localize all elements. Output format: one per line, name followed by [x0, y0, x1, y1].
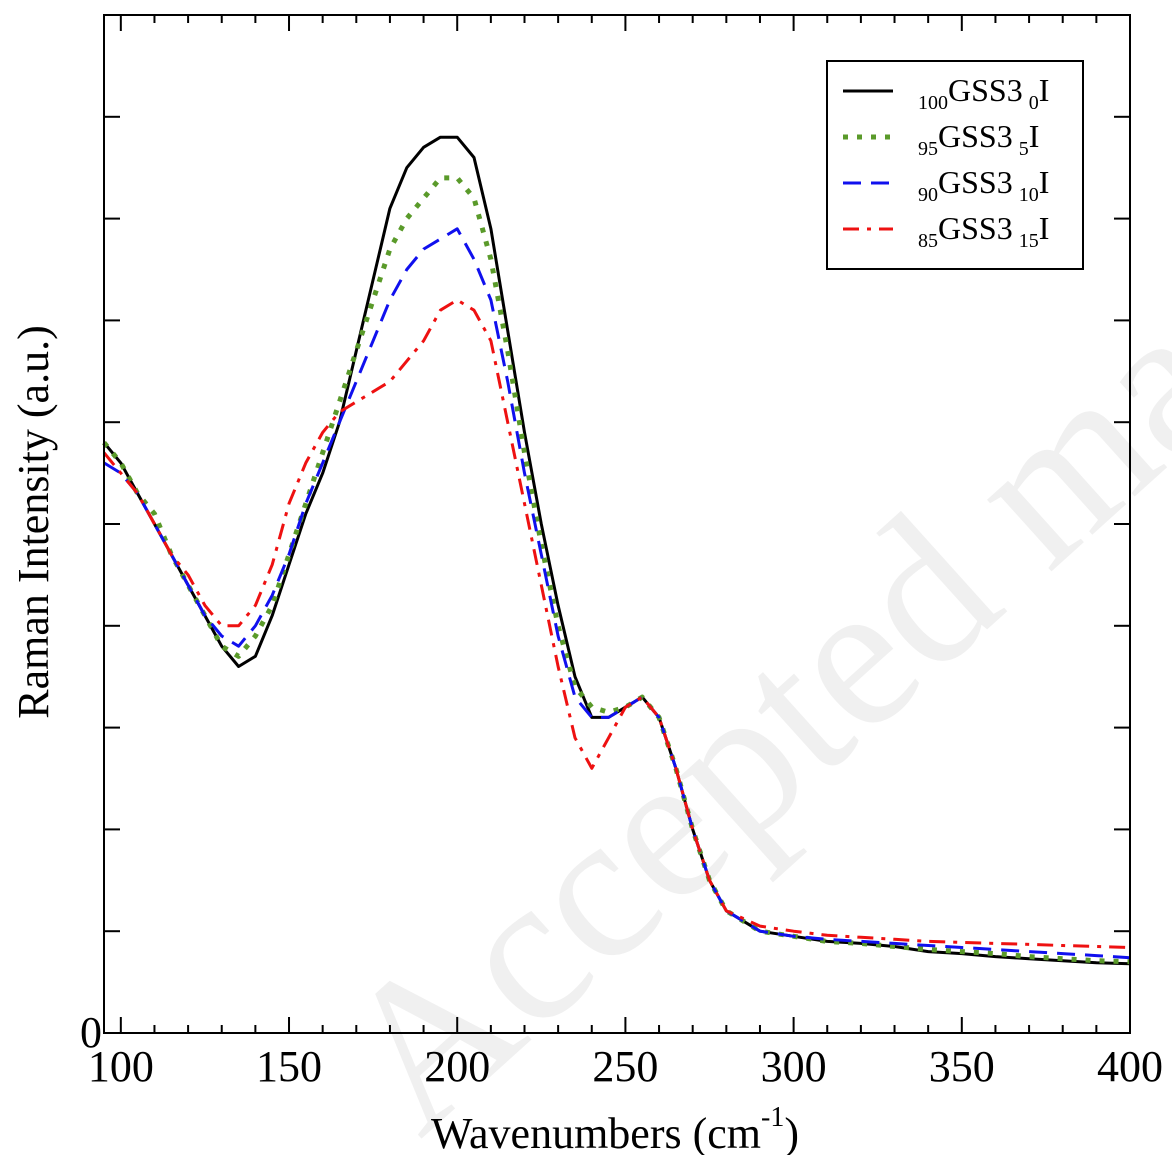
y-axis-label: Raman Intensity (a.u.) — [9, 325, 58, 718]
x-tick-label: 300 — [761, 1042, 827, 1091]
series-line-100 — [102, 135, 1131, 966]
x-tick-label: 200 — [424, 1042, 490, 1091]
x-tick-label: 150 — [256, 1042, 322, 1091]
series-line-85 — [102, 298, 1131, 949]
legend-label: 90GSS3 10I — [918, 164, 1049, 206]
x-axis-label-close: ) — [784, 1109, 799, 1155]
x-tick-label: 250 — [592, 1042, 658, 1091]
legend-box — [826, 60, 1084, 270]
x-axis-label-sup: -1 — [761, 1102, 784, 1133]
y-tick-label: 0 — [80, 1008, 102, 1057]
axes-layer: 100 150 200 250 300 350 400 0 — [80, 14, 1163, 1091]
x-axis-label-main: Wavenumbers (cm — [431, 1109, 761, 1155]
x-axis-label: Wavenumbers (cm-1) — [431, 1102, 799, 1155]
series-layer — [102, 135, 1131, 966]
x-tick-label: 400 — [1097, 1042, 1163, 1091]
legend-label: 100GSS3 0I — [918, 72, 1049, 114]
legend-label: 95GSS3 5I — [918, 118, 1039, 160]
legend-label: 85GSS3 15I — [918, 210, 1049, 252]
x-tick-label: 100 — [88, 1042, 154, 1091]
series-line-90 — [103, 227, 1131, 960]
x-tick-label: 350 — [929, 1042, 995, 1091]
